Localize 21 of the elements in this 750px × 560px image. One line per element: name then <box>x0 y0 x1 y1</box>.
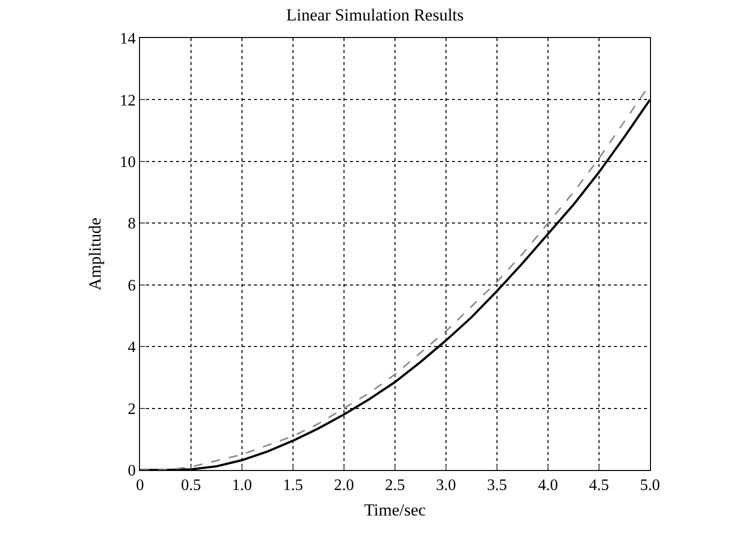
x-tick-label: 0.5 <box>181 477 201 494</box>
chart-title: Linear Simulation Results <box>286 5 464 24</box>
x-tick-label: 5.0 <box>640 477 660 494</box>
y-tick-label: 6 <box>128 277 136 294</box>
y-tick-label: 2 <box>128 400 136 418</box>
x-tick-label: 2.0 <box>334 477 354 494</box>
x-axis-title: Time/sec <box>364 500 426 520</box>
y-tick-label: 14 <box>120 30 136 48</box>
y-tick-label: 0 <box>128 462 136 480</box>
x-tick-label: 1.5 <box>283 477 303 494</box>
y-tick-label: 12 <box>120 92 136 110</box>
x-tick-label: 3.0 <box>436 477 456 494</box>
y-axis-title: Amplitude <box>85 218 104 290</box>
y-tick-label: 10 <box>120 154 136 172</box>
y-tick-label: 4 <box>128 339 136 356</box>
x-tick-label: 2.5 <box>385 477 405 494</box>
x-tick-label: 3.5 <box>487 477 507 494</box>
y-tick-label: 8 <box>128 216 136 233</box>
x-tick-label: 1.0 <box>232 477 252 494</box>
x-tick-label: 4.5 <box>589 477 609 494</box>
x-tick-label: 4.0 <box>538 477 558 494</box>
